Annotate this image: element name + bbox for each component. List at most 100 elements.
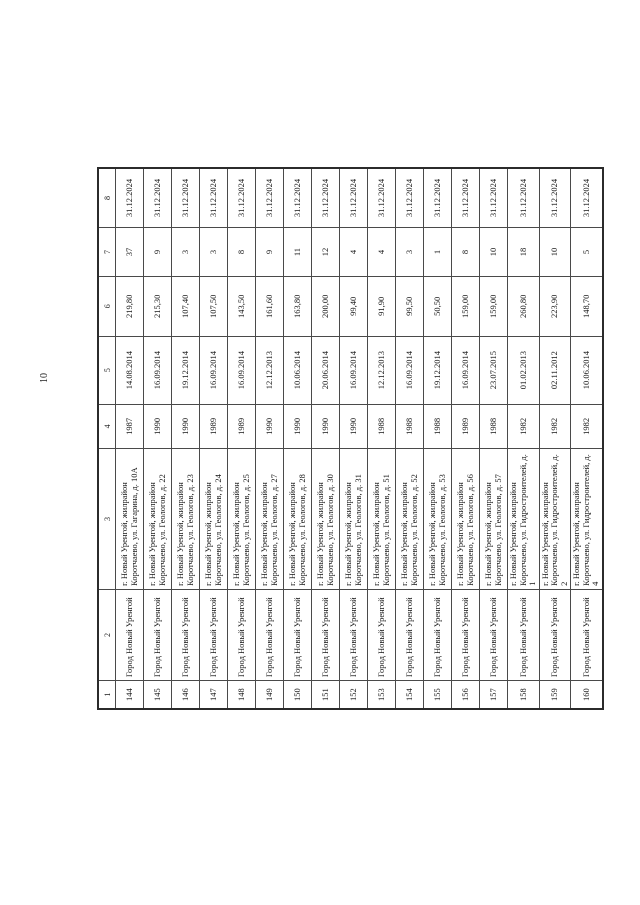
cell-count: 3 (395, 227, 424, 277)
cell-city: Город Новый Уренгой (171, 589, 200, 681)
cell-area: 99,50 (395, 276, 424, 337)
cell-end_date: 31.12.2024 (423, 168, 452, 228)
cell-city: Город Новый Уренгой (199, 589, 228, 681)
cell-address: г. Новый Уренгой, жилрайон Коротчаево, у… (171, 448, 200, 590)
cell-count: 3 (199, 227, 228, 277)
cell-end_date: 31.12.2024 (143, 168, 172, 228)
cell-address: г. Новый Уренгой, жилрайон Коротчаево, у… (227, 448, 256, 590)
cell-area: 107,50 (199, 276, 228, 337)
cell-num: 147 (199, 680, 228, 709)
cell-end_date: 31.12.2024 (367, 168, 396, 228)
cell-count: 4 (367, 227, 396, 277)
cell-date: 23.07.2015 (479, 336, 508, 405)
cell-date: 10.06.2014 (570, 336, 603, 405)
cell-end_date: 31.12.2024 (227, 168, 256, 228)
cell-date: 02.11.2012 (539, 336, 571, 405)
cell-end_date: 31.12.2024 (283, 168, 312, 228)
header-cell: 4 (98, 404, 116, 449)
cell-date: 19.12.2014 (171, 336, 200, 405)
cell-date: 12.12.2013 (367, 336, 396, 405)
cell-count: 9 (255, 227, 284, 277)
cell-count: 8 (227, 227, 256, 277)
cell-count: 18 (507, 227, 540, 277)
cell-count: 3 (171, 227, 200, 277)
cell-num: 145 (143, 680, 172, 709)
cell-area: 215,30 (143, 276, 172, 337)
cell-end_date: 31.12.2024 (199, 168, 228, 228)
table-row: 149 Город Новый Уренгой г. Новый Уренгой, … (255, 168, 284, 709)
cell-address: г. Новый Уренгой, жилрайон Коротчаево, у… (539, 448, 571, 590)
header-cell: 5 (98, 336, 116, 405)
cell-address: г. Новый Уренгой, жилрайон Коротчаево, у… (311, 448, 340, 590)
cell-count: 37 (115, 227, 144, 277)
cell-date: 14.08.2014 (115, 336, 144, 405)
cell-count: 9 (143, 227, 172, 277)
cell-area: 148,70 (570, 276, 603, 337)
header-cell: 3 (98, 448, 116, 590)
cell-date: 16.09.2014 (451, 336, 480, 405)
cell-num: 160 (570, 680, 603, 709)
cell-num: 150 (283, 680, 312, 709)
page-number: 10 (39, 373, 50, 383)
cell-year: 1982 (570, 404, 603, 449)
table-row: 144 Город Новый Уренгой г. Новый Уренгой, … (115, 168, 144, 709)
cell-area: 143,50 (227, 276, 256, 337)
cell-end_date: 31.12.2024 (539, 168, 571, 228)
cell-date: 16.09.2014 (227, 336, 256, 405)
cell-date: 01.02.2013 (507, 336, 540, 405)
cell-year: 1990 (311, 404, 340, 449)
cell-num: 152 (339, 680, 368, 709)
cell-num: 146 (171, 680, 200, 709)
cell-num: 155 (423, 680, 452, 709)
cell-count: 11 (283, 227, 312, 277)
header-cell: 2 (98, 589, 116, 681)
cell-address: г. Новый Уренгой, жилрайон Коротчаево, у… (395, 448, 424, 590)
cell-city: Город Новый Уренгой (539, 589, 571, 681)
cell-area: 260,80 (507, 276, 540, 337)
cell-num: 156 (451, 680, 480, 709)
cell-city: Город Новый Уренгой (311, 589, 340, 681)
cell-address: г. Новый Уренгой, жилрайон Коротчаево, у… (255, 448, 284, 590)
cell-area: 91,90 (367, 276, 396, 337)
table-row: 152 Город Новый Уренгой г. Новый Уренгой, … (339, 168, 368, 709)
table-row: 147 Город Новый Уренгой г. Новый Уренгой, … (199, 168, 228, 709)
table-row: 155 Город Новый Уренгой г. Новый Уренгой, … (423, 168, 452, 709)
header-cell: 8 (98, 168, 116, 228)
cell-num: 159 (539, 680, 571, 709)
cell-count: 10 (539, 227, 571, 277)
cell-city: Город Новый Уренгой (395, 589, 424, 681)
cell-year: 1990 (255, 404, 284, 449)
cell-year: 1988 (395, 404, 424, 449)
cell-city: Город Новый Уренгой (423, 589, 452, 681)
cell-area: 161,60 (255, 276, 284, 337)
table-row: 151 Город Новый Уренгой г. Новый Уренгой, … (311, 168, 340, 709)
cell-year: 1990 (283, 404, 312, 449)
table-row: 145 Город Новый Уренгой г. Новый Уренгой, … (143, 168, 172, 709)
table-row: 156 Город Новый Уренгой г. Новый Уренгой, … (451, 168, 480, 709)
cell-date: 19.12.2014 (423, 336, 452, 405)
table-row: 154 Город Новый Уренгой г. Новый Уренгой, … (395, 168, 424, 709)
cell-date: 16.09.2014 (339, 336, 368, 405)
cell-end_date: 31.12.2024 (339, 168, 368, 228)
cell-year: 1988 (367, 404, 396, 449)
cell-year: 1989 (451, 404, 480, 449)
cell-year: 1989 (199, 404, 228, 449)
cell-num: 158 (507, 680, 540, 709)
cell-count: 4 (339, 227, 368, 277)
cell-end_date: 31.12.2024 (115, 168, 144, 228)
cell-date: 10.06.2014 (283, 336, 312, 405)
cell-end_date: 31.12.2024 (171, 168, 200, 228)
cell-year: 1982 (507, 404, 540, 449)
cell-area: 200,00 (311, 276, 340, 337)
cell-year: 1987 (115, 404, 144, 449)
cell-year: 1988 (423, 404, 452, 449)
table-body: 144 Город Новый Уренгой г. Новый Уренгой, … (115, 168, 603, 709)
cell-address: г. Новый Уренгой, жилрайон Коротчаево, у… (115, 448, 144, 590)
cell-address: г. Новый Уренгой, жилрайон Коротчаево, у… (507, 448, 540, 590)
cell-address: г. Новый Уренгой, жилрайон Коротчаево, у… (283, 448, 312, 590)
table-row: 148 Город Новый Уренгой г. Новый Уренгой, … (227, 168, 256, 709)
cell-city: Город Новый Уренгой (227, 589, 256, 681)
